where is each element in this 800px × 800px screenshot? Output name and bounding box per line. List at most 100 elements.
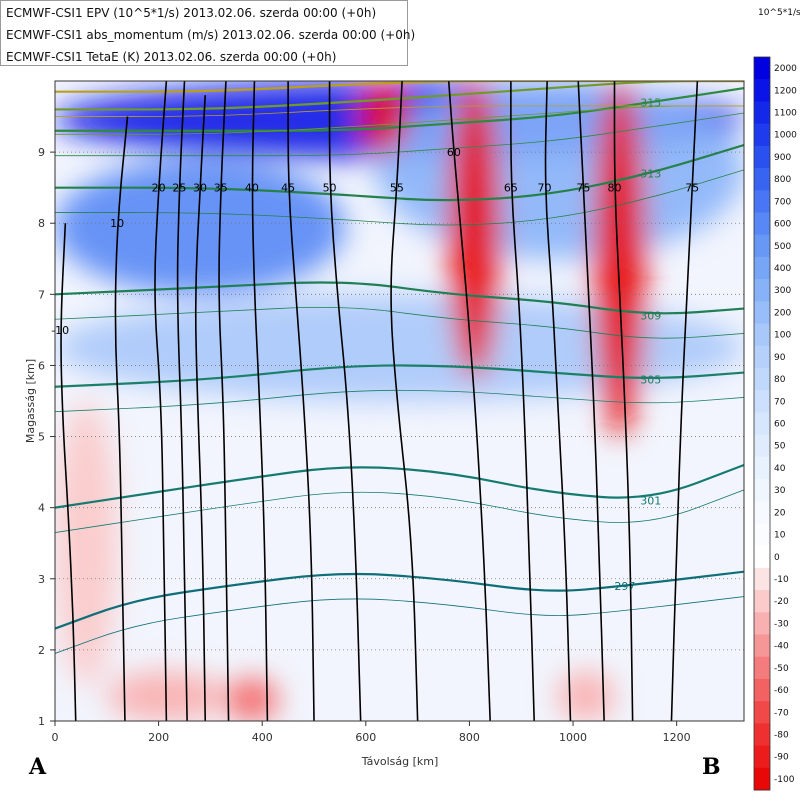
tetae-contour-label: 315	[640, 96, 661, 109]
x-tick-label: 1000	[559, 731, 587, 744]
colorbar-swatch	[754, 745, 770, 769]
colorbar-label: 800	[774, 175, 791, 185]
colorbar-swatch	[754, 678, 770, 702]
colorbar-label: -70	[774, 708, 789, 718]
colorbar-swatch	[754, 168, 770, 191]
y-tick-label: 2	[38, 644, 45, 657]
abs-momentum-contour-label: 25	[172, 182, 186, 195]
tetae-contours	[55, 81, 744, 654]
colorbar-swatch	[754, 390, 770, 413]
colorbar-swatch	[754, 101, 770, 125]
colorbar-swatch	[754, 701, 770, 724]
colorbar-swatch	[754, 479, 770, 502]
colorbar-label: -10	[774, 575, 789, 585]
y-tick-label: 5	[38, 431, 45, 444]
tetae-contour-minor	[55, 112, 744, 157]
tetae-contour-minor	[55, 105, 744, 135]
abs-momentum-contour-line	[390, 81, 419, 721]
colorbar-label: 400	[774, 264, 791, 274]
colorbar-label: 0	[774, 553, 780, 563]
colorbar-label: 1100	[774, 109, 797, 119]
x-tick-label: 200	[148, 731, 169, 744]
abs-momentum-contours	[60, 81, 699, 721]
colorbar-label: -90	[774, 753, 789, 763]
corner-label-b: B	[702, 754, 721, 780]
colorbar-label: -50	[774, 664, 789, 674]
abs-momentum-contour-line	[328, 81, 362, 721]
colorbar-swatch	[754, 612, 770, 636]
epv-region-positive	[55, 159, 346, 295]
epv-region-negative	[593, 81, 646, 437]
abs-momentum-contour-line	[114, 116, 129, 721]
colorbar-swatch	[754, 523, 770, 547]
colorbar-label: 500	[774, 242, 791, 252]
abs-momentum-contour-label: 20	[152, 182, 166, 195]
colorbar-label: 30	[774, 486, 786, 496]
colorbar-swatch	[754, 434, 770, 458]
plot-frame	[54, 80, 745, 722]
colorbar-label: 700	[774, 197, 791, 207]
colorbar-label: -80	[774, 730, 789, 740]
tetae-contour-minor	[55, 489, 744, 533]
corner-label-a: A	[29, 754, 47, 780]
colorbar-label: -30	[774, 619, 789, 629]
tetae-contour-minor	[55, 306, 744, 339]
colorbar-swatch	[754, 412, 770, 436]
title-abs-momentum: ECMWF-CSI1 abs_momentum (m/s) 2013.02.06…	[6, 28, 416, 42]
tetae-contour-line	[55, 281, 744, 315]
abs-momentum-contour-line	[60, 223, 77, 721]
colorbar-label: 100	[774, 331, 791, 341]
colorbar-unit-label: 10^5*1/s	[758, 8, 800, 18]
y-tick-label: 6	[38, 359, 45, 372]
tetae-contour-minor	[55, 105, 744, 117]
tetae-contour-line	[55, 570, 744, 630]
x-tick-label: 1200	[663, 731, 691, 744]
colorbar-swatch	[754, 212, 770, 236]
x-tick-label: 400	[252, 731, 273, 744]
x-tick-label: 800	[459, 731, 480, 744]
y-tick-label: 4	[38, 502, 45, 515]
colorbar-swatch	[754, 57, 770, 80]
abs-momentum-contour-line	[176, 81, 188, 721]
abs-momentum-contour-label: 40	[245, 182, 259, 195]
colorbar-swatch	[754, 567, 770, 591]
title-epv: ECMWF-CSI1 EPV (10^5*1/s) 2013.02.06. sz…	[6, 6, 377, 20]
abs-momentum-contour-label: -10	[51, 324, 69, 337]
tetae-contour-label: 313	[640, 167, 661, 180]
abs-momentum-contour-label: 70	[538, 182, 552, 195]
abs-momentum-contour-label: 55	[390, 182, 404, 195]
colorbar-swatch	[754, 590, 770, 613]
colorbar-swatch	[754, 234, 770, 258]
colorbar-label: 20	[774, 508, 786, 518]
y-tick-label: 1	[38, 715, 45, 728]
tetae-contour-minor	[55, 169, 744, 226]
colorbar-swatch	[754, 367, 770, 391]
tetae-contour-line	[55, 364, 744, 388]
abs-momentum-contour-line	[510, 81, 535, 721]
colorbar-label: 200	[774, 308, 791, 318]
abs-momentum-contour-label: 50	[323, 182, 337, 195]
colorbar-swatch	[754, 501, 770, 524]
colorbar-label: -60	[774, 686, 789, 696]
colorbar-swatch	[754, 145, 770, 169]
colorbar-label: -20	[774, 597, 789, 607]
tetae-contour-minor	[55, 596, 744, 654]
abs-momentum-contour-line	[218, 81, 230, 721]
colorbar-swatch	[754, 79, 770, 102]
colorbar-label: 10	[774, 531, 786, 541]
colorbar-frame	[753, 56, 771, 791]
colorbar-swatch	[754, 190, 770, 213]
tetae-contour-label: 305	[640, 374, 661, 387]
colorbar-swatch	[754, 656, 770, 680]
abs-momentum-contour-line	[613, 81, 634, 721]
tetae-contour-line	[55, 463, 744, 509]
colorbar-swatch	[754, 723, 770, 747]
y-axis-label: Magasság [km]	[24, 359, 37, 443]
abs-momentum-contour-line	[670, 81, 699, 721]
abs-momentum-contour-label: 60	[447, 146, 461, 159]
colorbar-label: 60	[774, 420, 786, 430]
colorbar-swatch	[754, 345, 770, 369]
x-tick-label: 600	[355, 731, 376, 744]
colorbar-label: 1200	[774, 86, 797, 96]
